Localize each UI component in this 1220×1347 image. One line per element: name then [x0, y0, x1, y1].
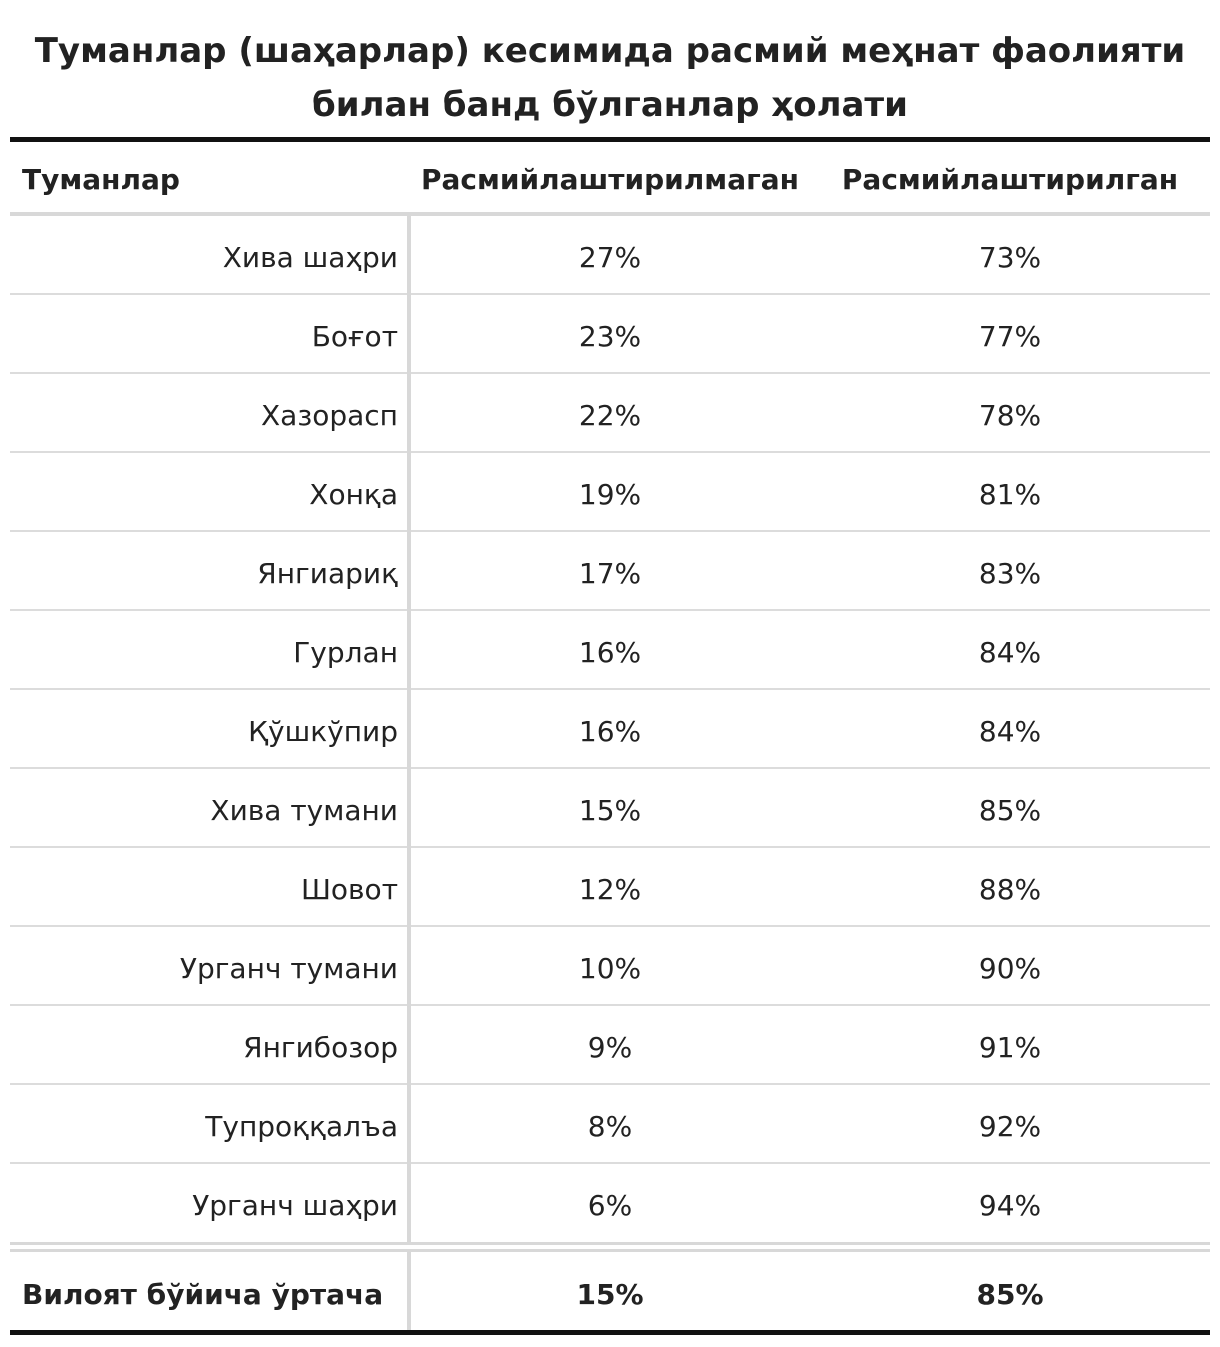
total-informal: 15% [576, 1278, 644, 1311]
formal-cell: 84% [978, 715, 1042, 748]
formal-cell: 78% [978, 399, 1042, 432]
table-title-line-1: Туманлар (шаҳарлар) кесимида расмий меҳн… [34, 31, 1186, 71]
district-cell: Қўшкўпир [248, 715, 398, 748]
informal-cell: 22% [578, 399, 642, 432]
informal-cell: 12% [578, 873, 642, 906]
district-cell: Хазорасп [261, 399, 398, 432]
top-rule [10, 137, 1210, 142]
informal-cell: 8% [587, 1110, 633, 1143]
formal-cell: 88% [978, 873, 1042, 906]
formal-cell: 83% [978, 557, 1042, 590]
informal-cell: 23% [578, 320, 642, 353]
formal-cell: 94% [978, 1189, 1042, 1222]
total-label: Вилоят бўйича ўртача [22, 1278, 384, 1311]
formal-cell: 84% [978, 636, 1042, 669]
informal-cell: 15% [578, 794, 642, 827]
district-cell: Хива тумани [210, 794, 398, 827]
table-row: Тупроққалъа 8% 92% [10, 1085, 1210, 1164]
district-cell: Шовот [300, 873, 398, 906]
district-cell: Хива шаҳри [222, 241, 398, 274]
district-cell: Янгиариқ [257, 557, 398, 590]
district-cell: Урганч тумани [179, 952, 398, 985]
district-cell: Боғот [311, 320, 398, 353]
table-row: Хива тумани 15% 85% [10, 769, 1210, 848]
informal-cell: 6% [587, 1189, 633, 1222]
column-header-district: Туманлар [22, 163, 180, 196]
table-row: Қўшкўпир 16% 84% [10, 690, 1210, 769]
formal-cell: 92% [978, 1110, 1042, 1143]
table-row: Боғот 23% 77% [10, 295, 1210, 374]
table-header: Туманлар Расмийлаштирилмаган Расмийлашти… [10, 142, 1210, 212]
formal-cell: 73% [978, 241, 1042, 274]
district-cell: Урганч шаҳри [192, 1189, 398, 1222]
formal-cell: 90% [978, 952, 1042, 985]
informal-cell: 10% [578, 952, 642, 985]
informal-cell: 9% [587, 1031, 633, 1064]
column-header-informal: Расмийлаштирилмаган [421, 163, 799, 196]
district-cell: Янгибозор [243, 1031, 398, 1064]
header-rule [10, 212, 1210, 216]
formal-cell: 77% [978, 320, 1042, 353]
table-row: Хонқа 19% 81% [10, 453, 1210, 532]
column-divider [407, 216, 411, 1330]
table-row: Гурлан 16% 84% [10, 611, 1210, 690]
table-body: Хива шаҳри 27% 73% Боғот 23% 77% Хазорасп 22% 78… [10, 216, 1210, 1243]
table-row: Шовот 12% 88% [10, 848, 1210, 927]
informal-cell: 16% [578, 715, 642, 748]
column-header-formal: Расмийлаштирилган [841, 163, 1179, 196]
table-title-line-2: билан банд бўлганлар ҳолати [312, 85, 908, 125]
total-rule [10, 1242, 1210, 1252]
district-cell: Тупроққалъа [205, 1110, 398, 1143]
informal-cell: 17% [578, 557, 642, 590]
district-cell: Гурлан [293, 636, 398, 669]
bottom-rule [10, 1330, 1210, 1335]
table-row: Урганч шаҳри 6% 94% [10, 1164, 1210, 1243]
table-row: Янгибозор 9% 91% [10, 1006, 1210, 1085]
total-row: Вилоят бўйича ўртача 15% 85% [10, 1252, 1210, 1330]
table-row: Хазорасп 22% 78% [10, 374, 1210, 453]
informal-cell: 19% [578, 478, 642, 511]
table-row: Урганч тумани 10% 90% [10, 927, 1210, 1006]
formal-cell: 85% [978, 794, 1042, 827]
formal-cell: 81% [978, 478, 1042, 511]
total-formal: 85% [976, 1278, 1044, 1311]
informal-cell: 27% [578, 241, 642, 274]
table-row: Янгиариқ 17% 83% [10, 532, 1210, 611]
informal-cell: 16% [578, 636, 642, 669]
district-cell: Хонқа [309, 478, 398, 511]
table-title: Туманлар (шаҳарлар) кесимида расмий меҳн… [0, 24, 1220, 132]
formal-cell: 91% [978, 1031, 1042, 1064]
table-row: Хива шаҳри 27% 73% [10, 216, 1210, 295]
